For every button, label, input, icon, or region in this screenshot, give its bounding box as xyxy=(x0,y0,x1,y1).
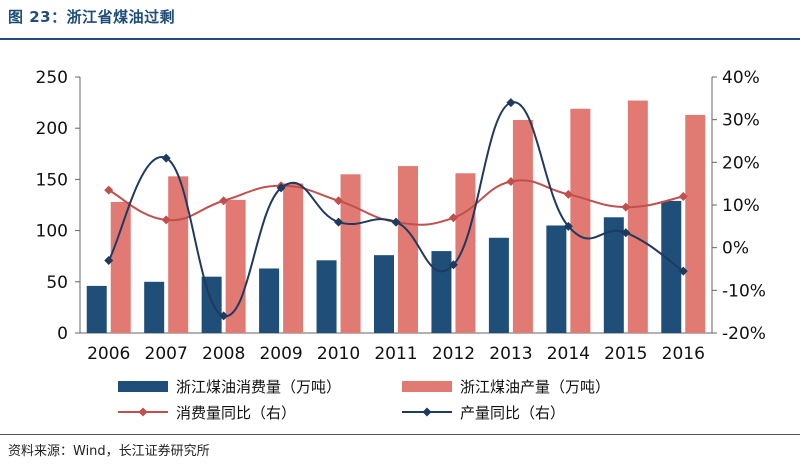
production-yoy-point xyxy=(621,228,631,238)
production-bar xyxy=(110,201,131,333)
production-bar xyxy=(685,114,706,333)
left-tick-label: 50 xyxy=(46,273,68,293)
left-tick-label: 150 xyxy=(36,170,68,190)
consumption-bar xyxy=(374,255,394,333)
source-note: 资料来源：Wind，长江证券研究所 xyxy=(8,444,210,459)
consumption-yoy-point xyxy=(161,215,171,225)
right-tick-label: 40% xyxy=(722,68,760,88)
x-tick-label: 2008 xyxy=(202,344,245,364)
consumption-bar xyxy=(603,217,624,333)
left-tick-label: 200 xyxy=(36,119,68,139)
production-yoy-point xyxy=(506,98,516,108)
consumption-yoy-point xyxy=(104,185,114,195)
production-yoy-point xyxy=(219,311,229,321)
legend-consumption-swatch xyxy=(118,381,168,392)
figure-title: 图 23：浙江省煤油过剩 xyxy=(8,8,176,26)
production-yoy-point xyxy=(563,221,573,231)
consumption-bar xyxy=(661,200,682,333)
left-tick-label: 100 xyxy=(36,222,68,242)
consumption-yoy-point xyxy=(219,196,229,206)
consumption-bar xyxy=(316,260,337,333)
production-yoy-point xyxy=(161,153,171,163)
right-tick-label: -20% xyxy=(722,324,766,344)
right-tick-label: 0% xyxy=(722,239,749,259)
x-tick-label: 2009 xyxy=(259,344,302,364)
production-yoy-line xyxy=(107,101,684,317)
production-bar xyxy=(398,166,418,333)
consumption-yoy-point xyxy=(563,189,573,199)
x-tick-label: 2012 xyxy=(432,344,475,364)
x-tick-label: 2013 xyxy=(489,344,532,364)
left-tick-label: 250 xyxy=(36,68,68,88)
consumption-yoy-point xyxy=(678,191,688,201)
x-tick-label: 2016 xyxy=(662,344,705,364)
production-yoy-point xyxy=(391,217,401,227)
production-bar xyxy=(455,173,476,333)
production-yoy-point xyxy=(104,255,114,265)
legend-production-label: 浙江煤油产量（万吨） xyxy=(460,378,610,396)
legend-production-swatch xyxy=(402,381,452,392)
production-bar xyxy=(512,120,533,334)
right-tick-label: -10% xyxy=(722,281,766,301)
consumption-yoy-point xyxy=(334,196,344,206)
x-tick-label: 2006 xyxy=(87,344,130,364)
bottom-rule xyxy=(0,434,800,435)
production-bar xyxy=(283,183,304,333)
production-bar xyxy=(340,174,361,333)
x-tick-labels: 2006 2007 2008 2009 2010 2011 2012 2013 2014 2015… xyxy=(87,344,705,364)
x-tick-label: 2010 xyxy=(317,344,360,364)
right-tick-label: 10% xyxy=(722,196,760,216)
legend-consumption-yoy-marker xyxy=(138,407,148,417)
consumption-yoy-point xyxy=(506,177,516,187)
right-tick-label: 30% xyxy=(722,111,760,131)
production-bar xyxy=(627,100,648,333)
right-tick-label: 20% xyxy=(722,153,760,173)
title-rule xyxy=(0,38,800,40)
x-tick-label: 2007 xyxy=(145,344,188,364)
consumption-yoy-point xyxy=(621,202,631,212)
consumption-bar xyxy=(201,276,222,333)
consumption-bar xyxy=(488,237,509,333)
left-tick-label: 0 xyxy=(57,324,68,344)
production-bar xyxy=(570,108,591,333)
chart-axes: 0 50 100 150 200 250 -20% -10% 0% 10% 20% 30% 40% xyxy=(36,68,766,344)
x-tick-label: 2015 xyxy=(604,344,647,364)
legend-production-yoy-marker xyxy=(422,407,432,417)
production-yoy-point xyxy=(678,266,688,276)
x-tick-label: 2014 xyxy=(547,344,590,364)
legend-consumption-yoy-label: 消费量同比（右） xyxy=(176,404,296,422)
chart-bars xyxy=(86,100,706,334)
production-yoy-point xyxy=(334,217,344,227)
consumption-bar xyxy=(546,225,567,333)
production-yoy-point xyxy=(276,183,286,193)
production-yoy-point xyxy=(448,260,458,270)
production-bar xyxy=(225,199,246,333)
consumption-bar xyxy=(259,268,280,333)
consumption-bar xyxy=(431,251,452,333)
x-tick-label: 2011 xyxy=(374,344,417,364)
chart-legend: 浙江煤油消费量（万吨） 浙江煤油产量（万吨） 消费量同比（右） 产量同比（右） xyxy=(118,378,610,422)
legend-production-yoy-label: 产量同比（右） xyxy=(460,404,565,422)
production-bar xyxy=(168,176,189,333)
consumption-yoy-point xyxy=(448,213,458,223)
chart-lines xyxy=(104,98,688,321)
legend-consumption-label: 浙江煤油消费量（万吨） xyxy=(176,378,341,396)
consumption-bar xyxy=(86,285,107,333)
consumption-bar xyxy=(144,281,165,333)
